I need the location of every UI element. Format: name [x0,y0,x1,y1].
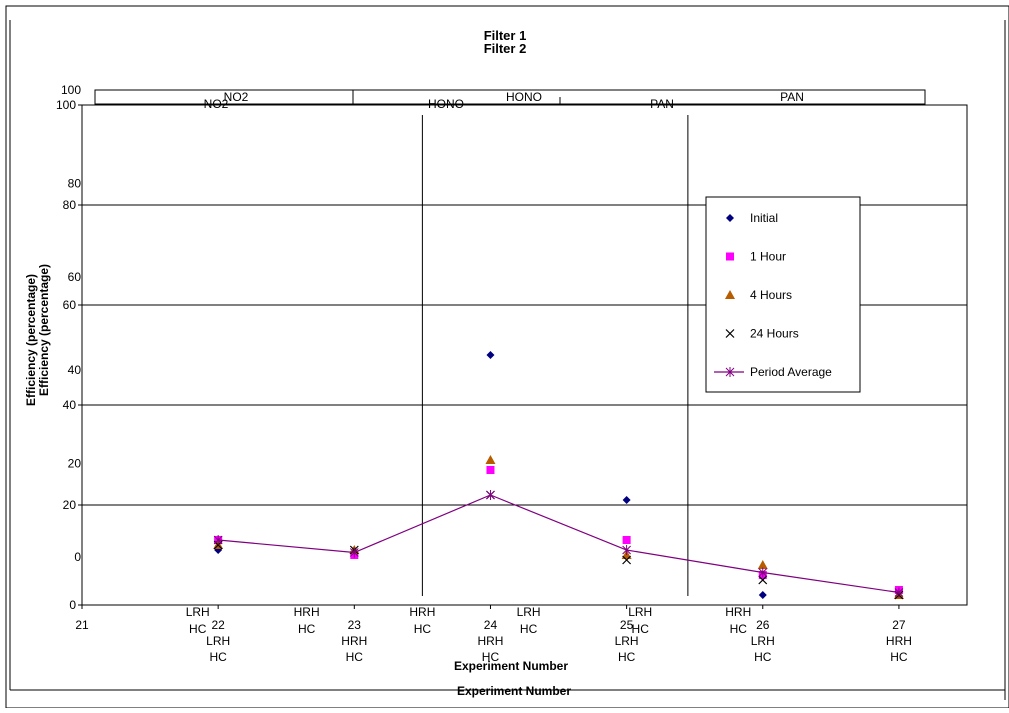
y-axis-ticks-overlay: 0 20 40 60 80 100 [61,83,81,564]
y-tick-overlay-label-1: 20 [68,457,82,471]
y-tick-label-0: 0 [69,598,76,612]
section-dividers [421,115,689,596]
legend-marker-3 [725,329,735,338]
legend-item-1: 1 Hour [726,250,786,264]
section-header-no2: NO2 [224,90,249,104]
x-axis-label-overlay: Experiment Number [457,684,571,698]
x-axis-ticks: 21 22 LRH HC 23 HRH HC 24 HRH HC 25 LRH HC 26 LRH HC 27 H… [75,605,912,664]
y-tick-label-5: 100 [56,98,76,112]
point-1-3 [622,536,631,544]
legend-marker-1 [726,252,734,261]
section-header-pan: PAN [780,90,804,104]
x-overlay-label-5: HRH HC [725,605,751,636]
point-3-3 [622,555,632,565]
x-tick-label-5: 26 LRH HC [751,618,775,664]
point-4-1 [349,547,359,558]
legend-marker-0 [726,214,734,222]
point-0-4 [758,591,767,599]
x-tick-label-1: 22 LRH HC [206,618,230,664]
data-series [213,351,904,600]
point-1-2 [486,466,495,474]
legend-label-3: 24 Hours [750,327,799,341]
point-4-3 [622,545,631,555]
chart-title-2: Filter 2 [484,41,527,56]
legend-item-4: Period Average [714,365,832,379]
point-3-4-b [758,575,768,585]
point-3-3-b [622,555,632,565]
series-line-4 [218,494,900,594]
legend-marker-3-b [725,329,735,338]
y-tick-overlay-label-3: 60 [68,270,82,284]
y-axis-ticks: 0 20 40 60 80 100 [56,98,82,612]
x-overlay-label-2: HRH HC [409,605,435,636]
legend-label-1: 1 Hour [750,250,786,264]
x-tick-label-2: 23 HRH HC [341,618,367,664]
y-axis-label: Efficiency (percentage) [24,274,38,406]
section-header-hono: HONO [506,90,542,104]
x-tick-label-0: 21 [75,618,89,632]
y-tick-overlay-label-2: 40 [68,363,82,377]
legend-item-0: Initial [726,211,778,225]
x-overlay-label-3: LRH HC [517,605,541,636]
point-4-2 [486,490,495,500]
chart-title-1: Filter 1 [484,28,527,43]
point-4-0 [213,535,223,545]
legend: Initial 1 Hour 4 Hours 24 Hours Period Avera… [705,196,861,393]
x-overlay-label-4: LRH HC [628,605,652,636]
x-overlay-label-0: LRH HC [186,605,210,636]
legend-item-3: 24 Hours [725,327,799,341]
legend-marker-4 [725,367,735,377]
x-tick-label-4: 25 LRH HC [615,618,639,664]
x-overlay-label-1: HRH HC [294,605,320,636]
y-tick-label-3: 60 [63,298,77,312]
x-tick-label-3: 24 HRH HC [477,618,503,664]
section-plot-pan: PAN [650,97,674,111]
legend-item-2: 4 Hours [725,288,792,302]
legend-label-0: Initial [750,211,778,225]
x-tick-label-6: 27 HRH HC [886,618,912,664]
point-4-4 [758,567,768,578]
point-4-5 [894,587,904,598]
y-tick-overlay-label-5: 100 [61,83,81,97]
y-tick-label-1: 20 [63,498,77,512]
point-2-2 [485,455,496,464]
section-plot-no2: NO2 [204,97,229,111]
legend-marker-2 [725,290,735,299]
x-axis-overlay-labels: LRH HC HRH HC HRH HC LRH HC LRH HC HRH HC [186,605,752,636]
x-axis-label: Experiment Number [454,659,568,673]
y-tick-overlay-label-4: 80 [68,176,82,190]
y-tick-label-2: 40 [63,398,77,412]
section-header-bar [94,89,926,105]
section-plot-hono: HONO [428,97,464,111]
y-tick-label-4: 80 [63,198,77,212]
legend-label-2: 4 Hours [750,288,792,302]
y-tick-overlay-label-0: 0 [74,550,81,564]
legend-label-4: Period Average [750,365,832,379]
point-0-2 [486,351,495,359]
series-period-average [213,490,904,598]
y-axis-label-overlay: Efficiency (percentage) [37,264,51,396]
point-0-3 [622,496,631,504]
point-2-4 [757,560,768,569]
point-3-4 [758,575,768,585]
